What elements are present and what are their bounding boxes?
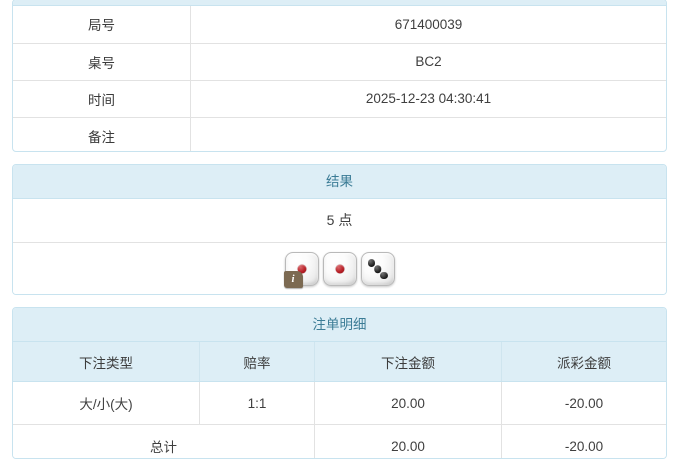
cell-payout-amount: -20.00 (501, 381, 666, 425)
die-3[interactable] (360, 252, 395, 286)
result-points-value: 5 点 (13, 199, 666, 243)
cell-total-bet-amount: 20.00 (314, 424, 502, 458)
column-header-odds: 赔率 (199, 342, 315, 382)
round-info-table: 局号 671400039 桌号 BC2 时间 2025-12-23 04:30:… (13, 6, 667, 151)
panel-top-strip (13, 0, 666, 6)
column-header-bet-amount: 下注金额 (314, 342, 502, 382)
result-panel: 结果 5 点 i (12, 164, 667, 295)
info-value-table-no: BC2 (190, 43, 666, 81)
info-value-round-no: 671400039 (190, 6, 666, 44)
table-header-row: 下注类型 赔率 下注金额 派彩金额 (13, 342, 666, 382)
cell-odds: 1:1 (199, 381, 315, 425)
bet-detail-panel: 注单明细 下注类型 赔率 下注金额 派彩金额 大/小(大) 1:1 20.00 … (12, 307, 667, 459)
column-header-bet-type: 下注类型 (13, 342, 200, 382)
info-label-remark: 备注 (13, 117, 191, 151)
die-pip (380, 271, 388, 279)
info-label-round-no: 局号 (13, 6, 191, 44)
bet-panel-title: 注单明细 (13, 308, 666, 342)
die-2[interactable] (322, 252, 357, 286)
table-row: 备注 (13, 117, 667, 151)
info-badge-icon[interactable]: i (283, 271, 303, 288)
die-pip (335, 264, 344, 274)
info-label-table-no: 桌号 (13, 43, 191, 81)
table-total-row: 总计 20.00 -20.00 (13, 424, 666, 458)
result-panel-title: 结果 (13, 165, 666, 199)
column-header-payout-amount: 派彩金额 (501, 342, 666, 382)
die-pip (297, 264, 306, 274)
dice-group: i (283, 252, 395, 288)
info-label-time: 时间 (13, 80, 191, 118)
dice-row: i (13, 243, 666, 294)
table-row: 桌号 BC2 (13, 43, 666, 81)
cell-total-payout-amount: -20.00 (501, 424, 666, 458)
table-row: 局号 671400039 (13, 6, 666, 44)
die-pip (367, 259, 375, 267)
round-info-panel: 局号 671400039 桌号 BC2 时间 2025-12-23 04:30:… (12, 0, 667, 152)
table-row: 时间 2025-12-23 04:30:41 (13, 80, 666, 118)
cell-total-label: 总计 (13, 424, 315, 458)
table-row: 大/小(大) 1:1 20.00 -20.00 (13, 381, 666, 425)
die-1[interactable]: i (283, 252, 319, 288)
bet-detail-table: 下注类型 赔率 下注金额 派彩金额 大/小(大) 1:1 20.00 -20.0… (13, 342, 666, 458)
info-value-time: 2025-12-23 04:30:41 (190, 80, 666, 118)
cell-bet-amount: 20.00 (314, 381, 502, 425)
info-value-remark (191, 117, 667, 151)
cell-bet-type: 大/小(大) (13, 381, 200, 425)
die-pip (373, 265, 382, 273)
